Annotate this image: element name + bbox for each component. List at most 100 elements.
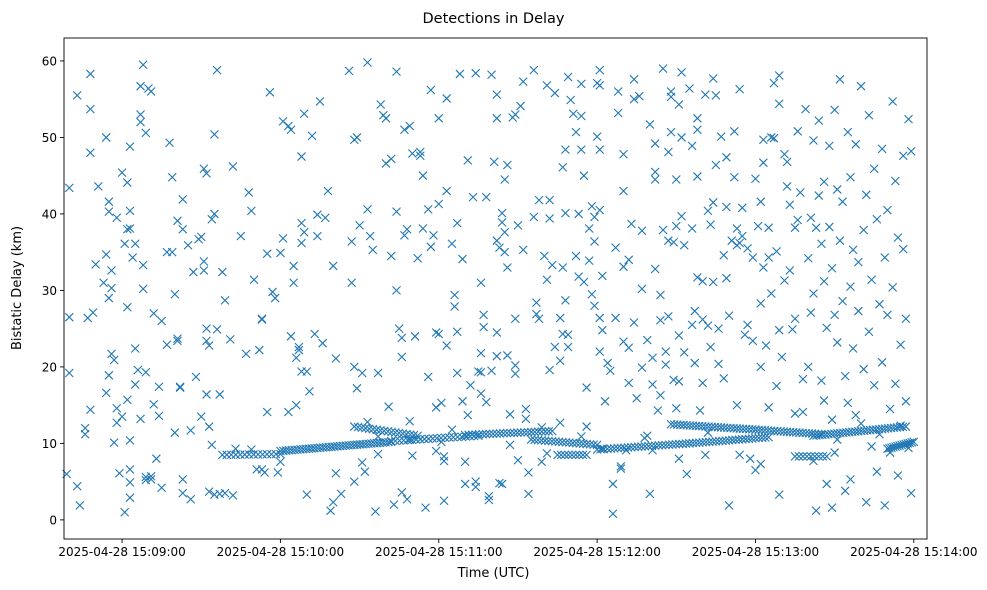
detection-marker bbox=[732, 224, 742, 233]
detection-marker bbox=[571, 127, 581, 137]
detection-marker bbox=[315, 97, 325, 106]
detection-marker bbox=[373, 432, 383, 441]
detection-marker bbox=[667, 440, 677, 449]
detection-marker bbox=[703, 206, 713, 216]
detection-marker bbox=[579, 171, 589, 181]
detection-marker bbox=[442, 94, 452, 103]
detection-marker bbox=[877, 144, 887, 154]
detection-marker bbox=[112, 213, 122, 223]
detection-marker bbox=[426, 85, 436, 95]
detection-marker bbox=[432, 433, 442, 443]
detection-marker bbox=[240, 450, 250, 459]
detection-marker bbox=[661, 440, 670, 450]
detection-marker bbox=[178, 488, 188, 498]
detection-marker bbox=[703, 428, 713, 438]
detection-marker bbox=[677, 133, 686, 142]
x-tick-label: 2025-04-28 15:11:00 bbox=[375, 545, 502, 559]
detection-marker bbox=[751, 174, 760, 184]
detection-marker bbox=[125, 435, 135, 445]
detection-marker bbox=[898, 244, 908, 254]
detection-marker bbox=[407, 149, 417, 158]
detection-marker bbox=[487, 366, 496, 376]
detection-marker bbox=[128, 253, 138, 262]
detection-marker bbox=[455, 69, 465, 79]
detection-marker bbox=[244, 188, 254, 197]
detection-marker bbox=[724, 311, 734, 321]
detection-marker bbox=[690, 306, 700, 316]
detection-marker bbox=[474, 429, 484, 439]
detection-marker bbox=[376, 100, 386, 109]
detection-marker bbox=[801, 104, 810, 114]
detection-marker bbox=[244, 450, 254, 459]
detection-marker bbox=[560, 450, 570, 460]
detection-marker bbox=[368, 245, 378, 255]
detection-marker bbox=[215, 390, 225, 399]
detection-marker bbox=[537, 422, 547, 432]
detection-marker bbox=[532, 309, 541, 319]
detection-marker bbox=[578, 439, 588, 449]
detection-marker bbox=[447, 239, 457, 249]
detection-marker bbox=[611, 313, 620, 323]
detection-marker bbox=[453, 432, 462, 442]
chart-title: Detections in Delay bbox=[422, 11, 564, 27]
detection-marker bbox=[410, 331, 420, 341]
detection-marker bbox=[650, 175, 660, 184]
detection-marker bbox=[336, 489, 346, 499]
detection-marker bbox=[101, 388, 111, 398]
detection-marker bbox=[349, 362, 359, 372]
detection-marker bbox=[249, 275, 259, 285]
detection-marker bbox=[320, 213, 330, 223]
detection-marker bbox=[500, 175, 510, 184]
detection-marker bbox=[310, 329, 320, 339]
detection-marker bbox=[545, 195, 554, 205]
detection-marker bbox=[656, 390, 665, 400]
detection-marker bbox=[743, 243, 752, 253]
detection-marker bbox=[524, 489, 533, 499]
detection-marker bbox=[312, 231, 322, 241]
detection-marker bbox=[146, 474, 156, 484]
detection-marker bbox=[387, 427, 396, 437]
detection-marker bbox=[838, 296, 847, 306]
detection-marker bbox=[228, 162, 238, 171]
detection-marker bbox=[305, 386, 314, 396]
detection-marker bbox=[109, 355, 119, 365]
detection-marker bbox=[671, 403, 681, 413]
detection-marker bbox=[542, 275, 552, 285]
detection-marker bbox=[202, 336, 211, 346]
detection-marker bbox=[811, 223, 821, 233]
detection-marker bbox=[117, 168, 127, 178]
detection-marker bbox=[542, 448, 552, 458]
detection-marker bbox=[579, 277, 589, 287]
detection-marker bbox=[563, 72, 573, 82]
detection-marker bbox=[540, 436, 550, 446]
detection-marker bbox=[125, 142, 135, 152]
detection-marker bbox=[624, 255, 634, 265]
detection-marker bbox=[72, 90, 82, 100]
detection-marker bbox=[564, 450, 573, 460]
detection-marker bbox=[547, 426, 557, 436]
detection-marker bbox=[674, 100, 684, 109]
detection-marker bbox=[687, 224, 697, 233]
detection-marker bbox=[136, 81, 145, 91]
detection-marker bbox=[389, 500, 399, 509]
detection-marker bbox=[297, 238, 306, 248]
detection-marker bbox=[518, 245, 528, 255]
detection-marker bbox=[656, 315, 665, 325]
detection-marker bbox=[278, 234, 288, 243]
detection-marker bbox=[716, 132, 726, 142]
detection-marker bbox=[764, 253, 774, 262]
detection-marker bbox=[355, 221, 364, 230]
y-axis-label: Bistatic Delay (km) bbox=[10, 226, 25, 350]
detection-marker bbox=[204, 422, 214, 431]
detection-marker bbox=[72, 481, 82, 491]
plot-frame bbox=[63, 37, 928, 540]
detection-marker bbox=[706, 342, 715, 352]
detection-marker bbox=[748, 253, 758, 262]
detection-marker bbox=[521, 414, 531, 424]
detection-marker bbox=[349, 477, 359, 487]
detection-marker bbox=[497, 208, 507, 218]
detection-marker bbox=[890, 379, 900, 389]
detection-marker bbox=[830, 448, 840, 457]
detection-marker bbox=[624, 343, 634, 353]
detection-marker bbox=[481, 429, 491, 439]
